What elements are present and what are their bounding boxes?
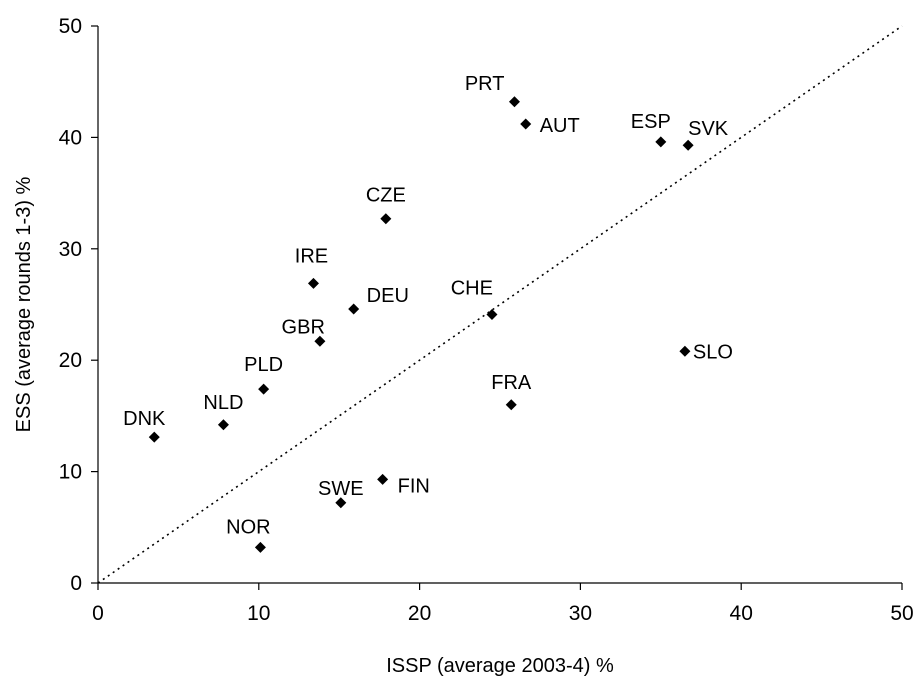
data-point-fra [505,399,517,411]
point-label-swe: SWE [318,478,364,500]
point-label-che: CHE [451,278,493,300]
data-point-slo [679,345,691,357]
y-tick-label: 0 [70,572,82,595]
data-point-svk [682,139,694,151]
reference-line-layer [97,25,903,584]
data-points-layer: PRT AUT ESP SVK CZE IRE DEU CHE GBR SLO PLD FRA NLD D… [123,73,733,553]
reference-line [97,25,903,584]
point-label-dnk: DNK [123,408,166,430]
y-tick-label: 40 [59,126,82,149]
point-label-fin: FIN [398,475,430,497]
point-label-svk: SVK [688,118,729,140]
y-tick-label: 50 [59,15,82,38]
data-point-esp [655,136,667,148]
y-tick-label: 10 [59,461,82,484]
data-point-nor [254,541,266,553]
axes-layer: 0 10 20 30 40 50 0 10 20 30 40 50 [59,15,914,625]
point-label-deu: DEU [367,285,409,307]
x-tick-label: 40 [730,602,753,625]
point-label-nor: NOR [226,516,270,538]
point-label-aut: AUT [540,115,580,137]
data-point-prt [508,96,520,108]
data-point-fin [377,473,389,485]
y-tick-label: 20 [59,349,82,372]
data-point-gbr [314,335,326,347]
data-point-nld [217,419,229,431]
x-tick-label: 10 [247,602,270,625]
point-label-cze: CZE [366,185,406,207]
x-tick-label: 20 [408,602,431,625]
y-tick-label: 30 [59,238,82,261]
data-point-cze [380,213,392,225]
data-point-che [486,309,498,321]
data-point-dnk [148,431,160,443]
point-label-ire: IRE [295,245,328,267]
data-point-swe [335,497,347,509]
data-point-pld [258,383,270,395]
x-tick-label: 0 [92,602,104,625]
x-axis-title: ISSP (average 2003-4) % [386,655,614,677]
data-point-aut [520,118,532,130]
point-label-gbr: GBR [282,316,325,338]
point-label-esp: ESP [631,111,671,133]
x-tick-label: 50 [890,602,913,625]
y-axis-title: ESS (average rounds 1-3) % [13,176,35,432]
point-label-pld: PLD [244,354,283,376]
point-label-fra: FRA [491,372,532,394]
point-label-slo: SLO [693,341,733,363]
x-tick-label: 30 [569,602,592,625]
point-label-prt: PRT [465,73,505,95]
data-point-ire [307,277,319,289]
point-label-nld: NLD [203,392,243,414]
data-point-deu [348,303,360,315]
